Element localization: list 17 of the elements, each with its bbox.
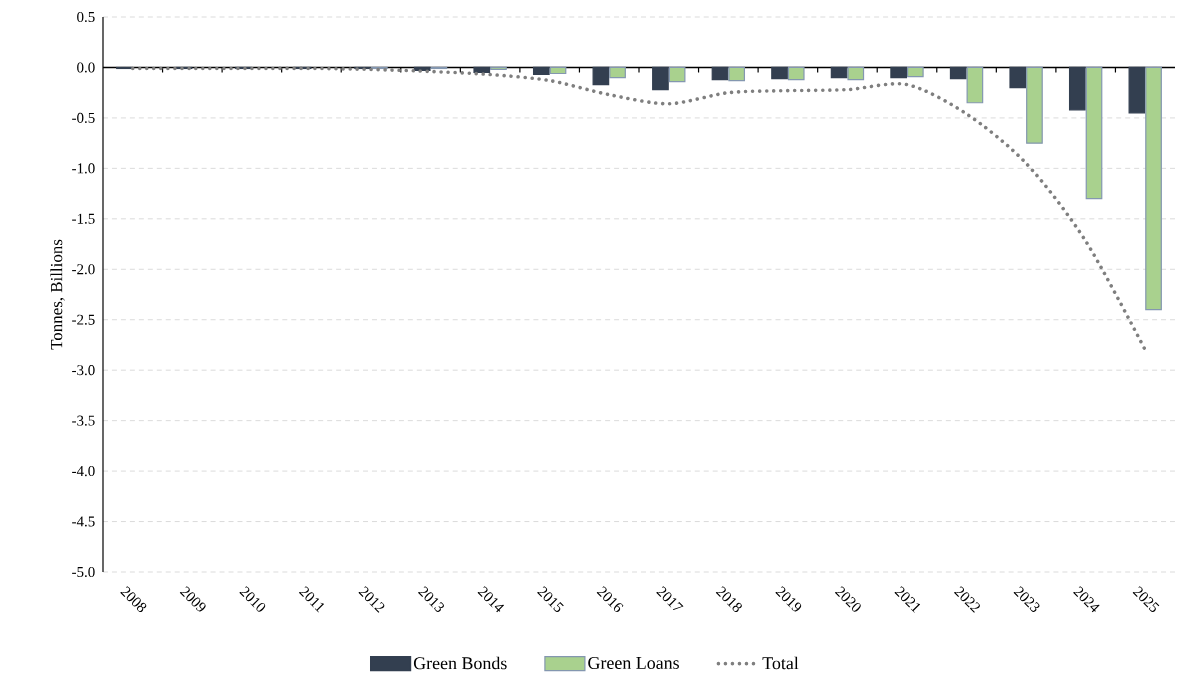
y-tick-label: -4.5 (72, 516, 95, 527)
y-tick-label: -1.5 (72, 213, 95, 224)
y-tick-label: -5.0 (72, 566, 95, 578)
y-tick-label: -0.5 (72, 112, 95, 123)
y-tick-label: -3.0 (72, 365, 95, 376)
y-tick-label: 0.0 (77, 62, 95, 73)
legend-label: Green Bonds (413, 656, 507, 670)
legend-label: Total (762, 656, 799, 670)
y-tick-label: 0.5 (77, 11, 95, 23)
y-axis-title: Tonnes, Billions (50, 239, 65, 350)
y-tick-label: -1.0 (72, 163, 95, 174)
y-tick-label: -2.0 (72, 264, 95, 275)
x-tick-label: 2017 (656, 586, 684, 611)
y-tick-label: -3.5 (72, 415, 95, 426)
y-tick-label: -4.0 (72, 466, 95, 477)
legend-label: Green Loans (588, 656, 679, 669)
y-tick-label: -2.5 (72, 314, 95, 325)
